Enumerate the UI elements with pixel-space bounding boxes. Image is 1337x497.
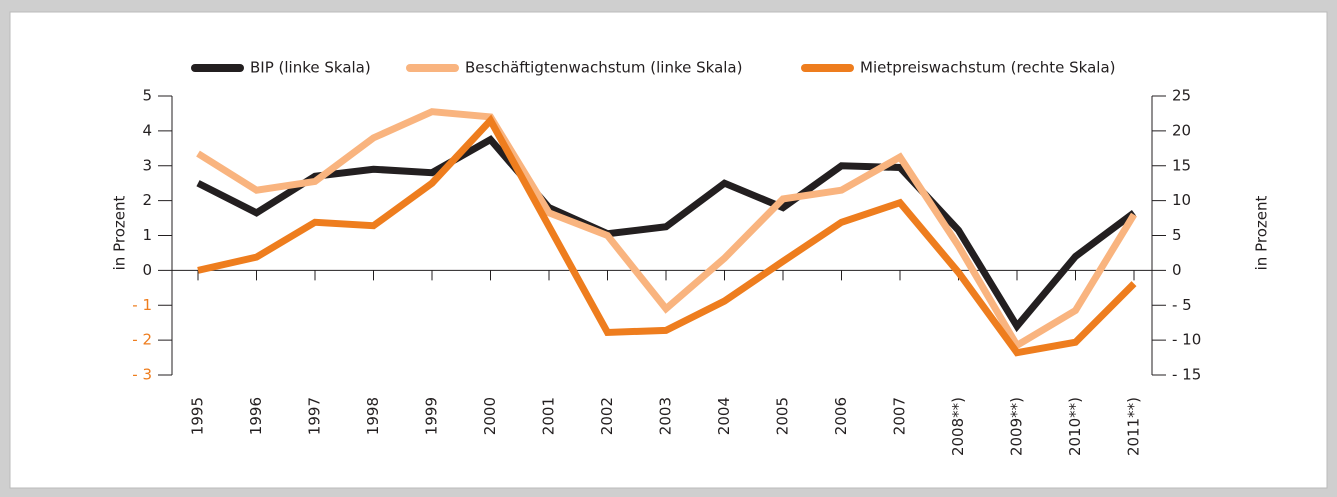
- y-tick-label: 5: [142, 87, 152, 105]
- y2-tick-label: 5: [1172, 226, 1182, 244]
- y-tick-label: - 2: [132, 331, 152, 349]
- y-tick-label: - 1: [132, 296, 152, 314]
- x-tick-label: 2005: [774, 397, 792, 435]
- y-tick-label: 0: [142, 261, 152, 279]
- y2-tick-label: 20: [1172, 121, 1191, 139]
- x-tick-label: 2001: [540, 397, 558, 435]
- y-tick-label: - 3: [132, 366, 152, 384]
- y-tick-label: 3: [142, 156, 152, 174]
- series-line: [196, 108, 1137, 351]
- y2-tick-label: 0: [1172, 261, 1182, 279]
- legend-label: BIP (linke Skala): [250, 59, 371, 77]
- x-tick-label: 2009**): [1008, 397, 1026, 456]
- y2-tick-label: - 5: [1172, 296, 1192, 314]
- x-tick-label: 2010**): [1066, 397, 1084, 456]
- x-tick-label: 1998: [364, 397, 382, 435]
- x-tick-label: 2008**): [949, 397, 967, 456]
- y2-tick-label: - 10: [1172, 331, 1201, 349]
- legend-label: Mietpreiswachstum (rechte Skala): [860, 59, 1115, 77]
- x-tick-label: 2006: [832, 397, 850, 435]
- y-tick-label: 2: [142, 191, 152, 209]
- series-line: [196, 135, 1137, 333]
- y2-tick-label: 10: [1172, 191, 1191, 209]
- x-tick-label: 2003: [657, 397, 675, 435]
- x-tick-label: 1995: [189, 397, 207, 435]
- y-tick-label: 4: [142, 121, 152, 139]
- y2-axis-label: in Prozent: [1253, 196, 1271, 271]
- x-tick-label: 2002: [598, 397, 616, 435]
- y2-tick-label: 15: [1172, 156, 1191, 174]
- y2-tick-label: 25: [1172, 87, 1191, 105]
- x-tick-label: 2000: [481, 397, 499, 435]
- y-axis-label: in Prozent: [111, 196, 129, 271]
- x-tick-label: 1996: [247, 397, 265, 435]
- panel: [9, 11, 1328, 489]
- y2-tick-label: - 15: [1172, 366, 1201, 384]
- x-tick-label: 1997: [306, 397, 324, 435]
- x-tick-label: 2004: [715, 397, 733, 435]
- series-line: [197, 114, 1137, 357]
- legend-label: Beschäftigtenwachstum (linke Skala): [465, 59, 742, 77]
- x-tick-label: 2007: [891, 397, 909, 435]
- x-tick-label: 1999: [423, 397, 441, 435]
- y-tick-label: 1: [142, 226, 152, 244]
- x-tick-label: 2011**): [1125, 397, 1143, 456]
